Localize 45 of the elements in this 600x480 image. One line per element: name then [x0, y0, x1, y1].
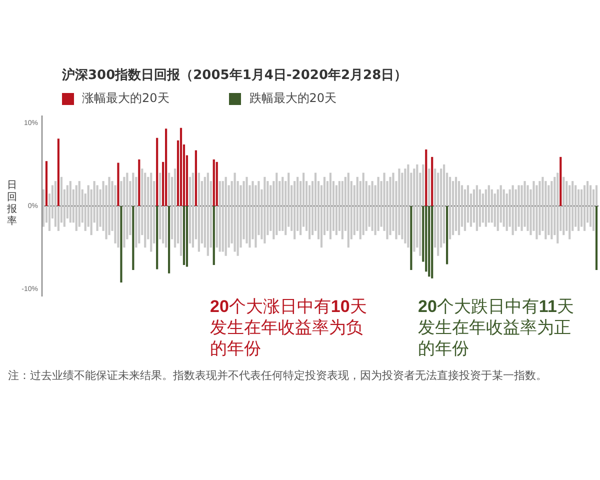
bar — [180, 206, 182, 256]
bar — [560, 156, 562, 206]
bar — [180, 128, 182, 206]
bar — [132, 206, 134, 270]
bar — [156, 138, 158, 206]
bar — [120, 206, 122, 282]
bar — [120, 181, 122, 206]
bar — [431, 206, 434, 278]
bar — [422, 164, 424, 206]
legend-label: 涨幅最大的20天 — [82, 90, 170, 107]
bar — [132, 172, 134, 206]
text: 注：过去业绩不能保证未来结果。指数表现并不代表任何特定投资表现，因为投资者无法直接投资于某一指数。 — [8, 368, 548, 383]
bar — [182, 206, 186, 266]
bar — [165, 206, 168, 248]
bar — [595, 206, 598, 270]
bar — [446, 206, 448, 264]
bar — [425, 149, 428, 206]
text: 20个大涨日中有10天发生在年收益率为负的年份 — [210, 296, 368, 360]
text: 20个大跌日中有11天发生在年收益率为正的年份 — [418, 296, 575, 360]
bar — [168, 172, 170, 206]
bar — [186, 206, 188, 267]
bar — [212, 206, 215, 266]
chart-title: 沪深300指数日回报（2005年1月4日-2020年2月28日） — [62, 66, 408, 84]
bar — [57, 206, 60, 231]
bar — [428, 168, 430, 206]
bar — [117, 206, 120, 248]
legend-label: 跌幅最大的20天 — [249, 90, 337, 107]
bar — [194, 150, 197, 206]
bar — [57, 138, 60, 206]
y-axis-title: 日回报率 — [6, 180, 18, 228]
bar — [595, 185, 598, 206]
bar — [117, 162, 120, 206]
bar — [168, 206, 170, 274]
bar — [216, 162, 218, 206]
bar — [428, 206, 430, 277]
bar — [156, 206, 158, 270]
bar — [216, 206, 218, 248]
bar — [410, 206, 412, 270]
bar — [45, 161, 48, 206]
bar — [162, 206, 164, 244]
bar — [431, 156, 434, 206]
bar — [138, 159, 140, 206]
bar — [138, 206, 140, 244]
bar — [212, 159, 215, 206]
bar — [165, 128, 168, 206]
